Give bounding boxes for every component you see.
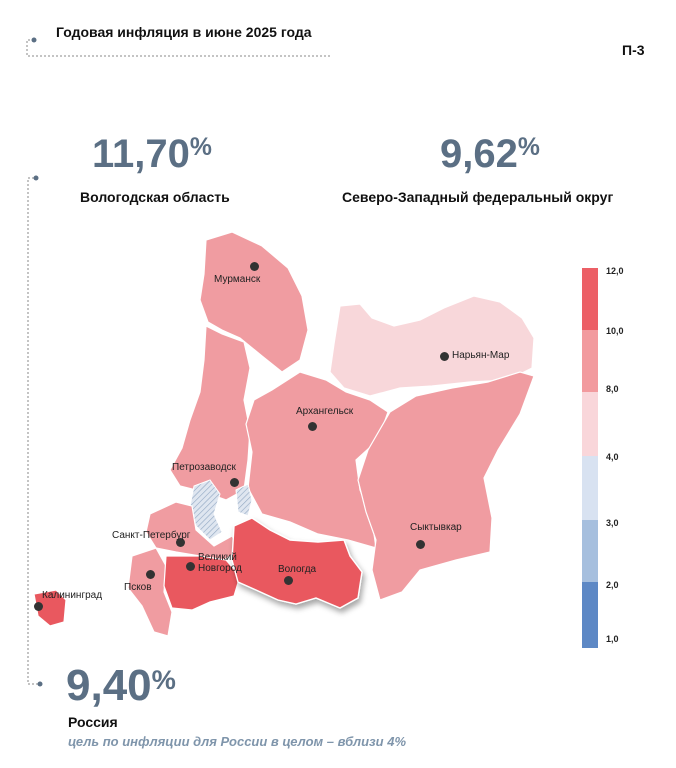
city-label-murmansk: Мурманск (214, 274, 261, 285)
petrozavodsk-marker (230, 478, 239, 487)
legend-tick-8: 8,0 (606, 384, 619, 394)
vologda-region-label: Вологодская область (80, 189, 230, 205)
nwfd-inflation-value: 9,62% (440, 132, 540, 176)
city-label-pskov: Псков (124, 582, 152, 593)
header-bracket (26, 37, 332, 57)
veliky-novgorod-marker (186, 562, 195, 571)
legend-tick-1: 1,0 (606, 634, 619, 644)
legend-tick-12: 12,0 (606, 266, 624, 276)
legend-swatch-blue-light (582, 456, 598, 520)
region-kaliningrad (33, 589, 67, 627)
page-code: П-3 (622, 42, 645, 58)
murmansk-marker (250, 262, 259, 271)
pskov-marker (146, 570, 155, 579)
city-label-spb: Санкт-Петербург (112, 530, 191, 541)
region-komi (357, 371, 535, 601)
kaliningrad-marker (34, 602, 43, 611)
city-label-veliky-novgorod: Великий Новгород (198, 552, 242, 574)
russia-inflation-value: 9,40% (66, 661, 176, 710)
legend-swatch-blue-dark (582, 582, 598, 648)
inflation-goal-text: цель по инфляции для России в целом – вб… (68, 734, 407, 749)
naryan-mar-marker (440, 352, 449, 361)
russia-label: Россия (68, 714, 118, 730)
city-label-syktyvkar: Сыктывкар (410, 522, 462, 533)
vologda-inflation-value: 11,70% (92, 132, 212, 176)
legend-bar (582, 268, 598, 648)
lake-onega (235, 483, 253, 517)
city-label-vologda: Вологда (278, 564, 317, 575)
vologda-marker (284, 576, 293, 585)
legend-tick-3: 3,0 (606, 518, 619, 528)
arkhangelsk-marker (308, 422, 317, 431)
region-nenets (329, 295, 535, 397)
region-pskov (127, 547, 173, 637)
spb-marker (176, 538, 185, 547)
page-title: Годовая инфляция в июне 2025 года (56, 24, 312, 40)
city-label-arkhangelsk: Архангельск (296, 406, 354, 417)
region-novgorod (163, 555, 241, 611)
region-vologda (231, 517, 363, 609)
region-murmansk (199, 231, 309, 373)
legend-swatch-low (582, 392, 598, 456)
city-label-naryan-mar: Нарьян-Мар (452, 350, 510, 361)
city-label-kaliningrad: Калининград (42, 590, 103, 601)
nwfd-region-label: Северо-Западный федеральный округ (342, 189, 614, 205)
city-label-petrozavodsk: Петрозаводск (172, 462, 236, 473)
legend-tick-4: 4,0 (606, 452, 619, 462)
legend-tick-2: 2,0 (606, 580, 619, 590)
legend-swatch-high (582, 268, 598, 330)
legend-swatch-blue-mid (582, 520, 598, 582)
left-bracket (27, 175, 43, 687)
legend-tick-10: 10,0 (606, 326, 624, 336)
region-karelia (169, 325, 251, 501)
legend-swatch-mid (582, 330, 598, 392)
syktyvkar-marker (416, 540, 425, 549)
